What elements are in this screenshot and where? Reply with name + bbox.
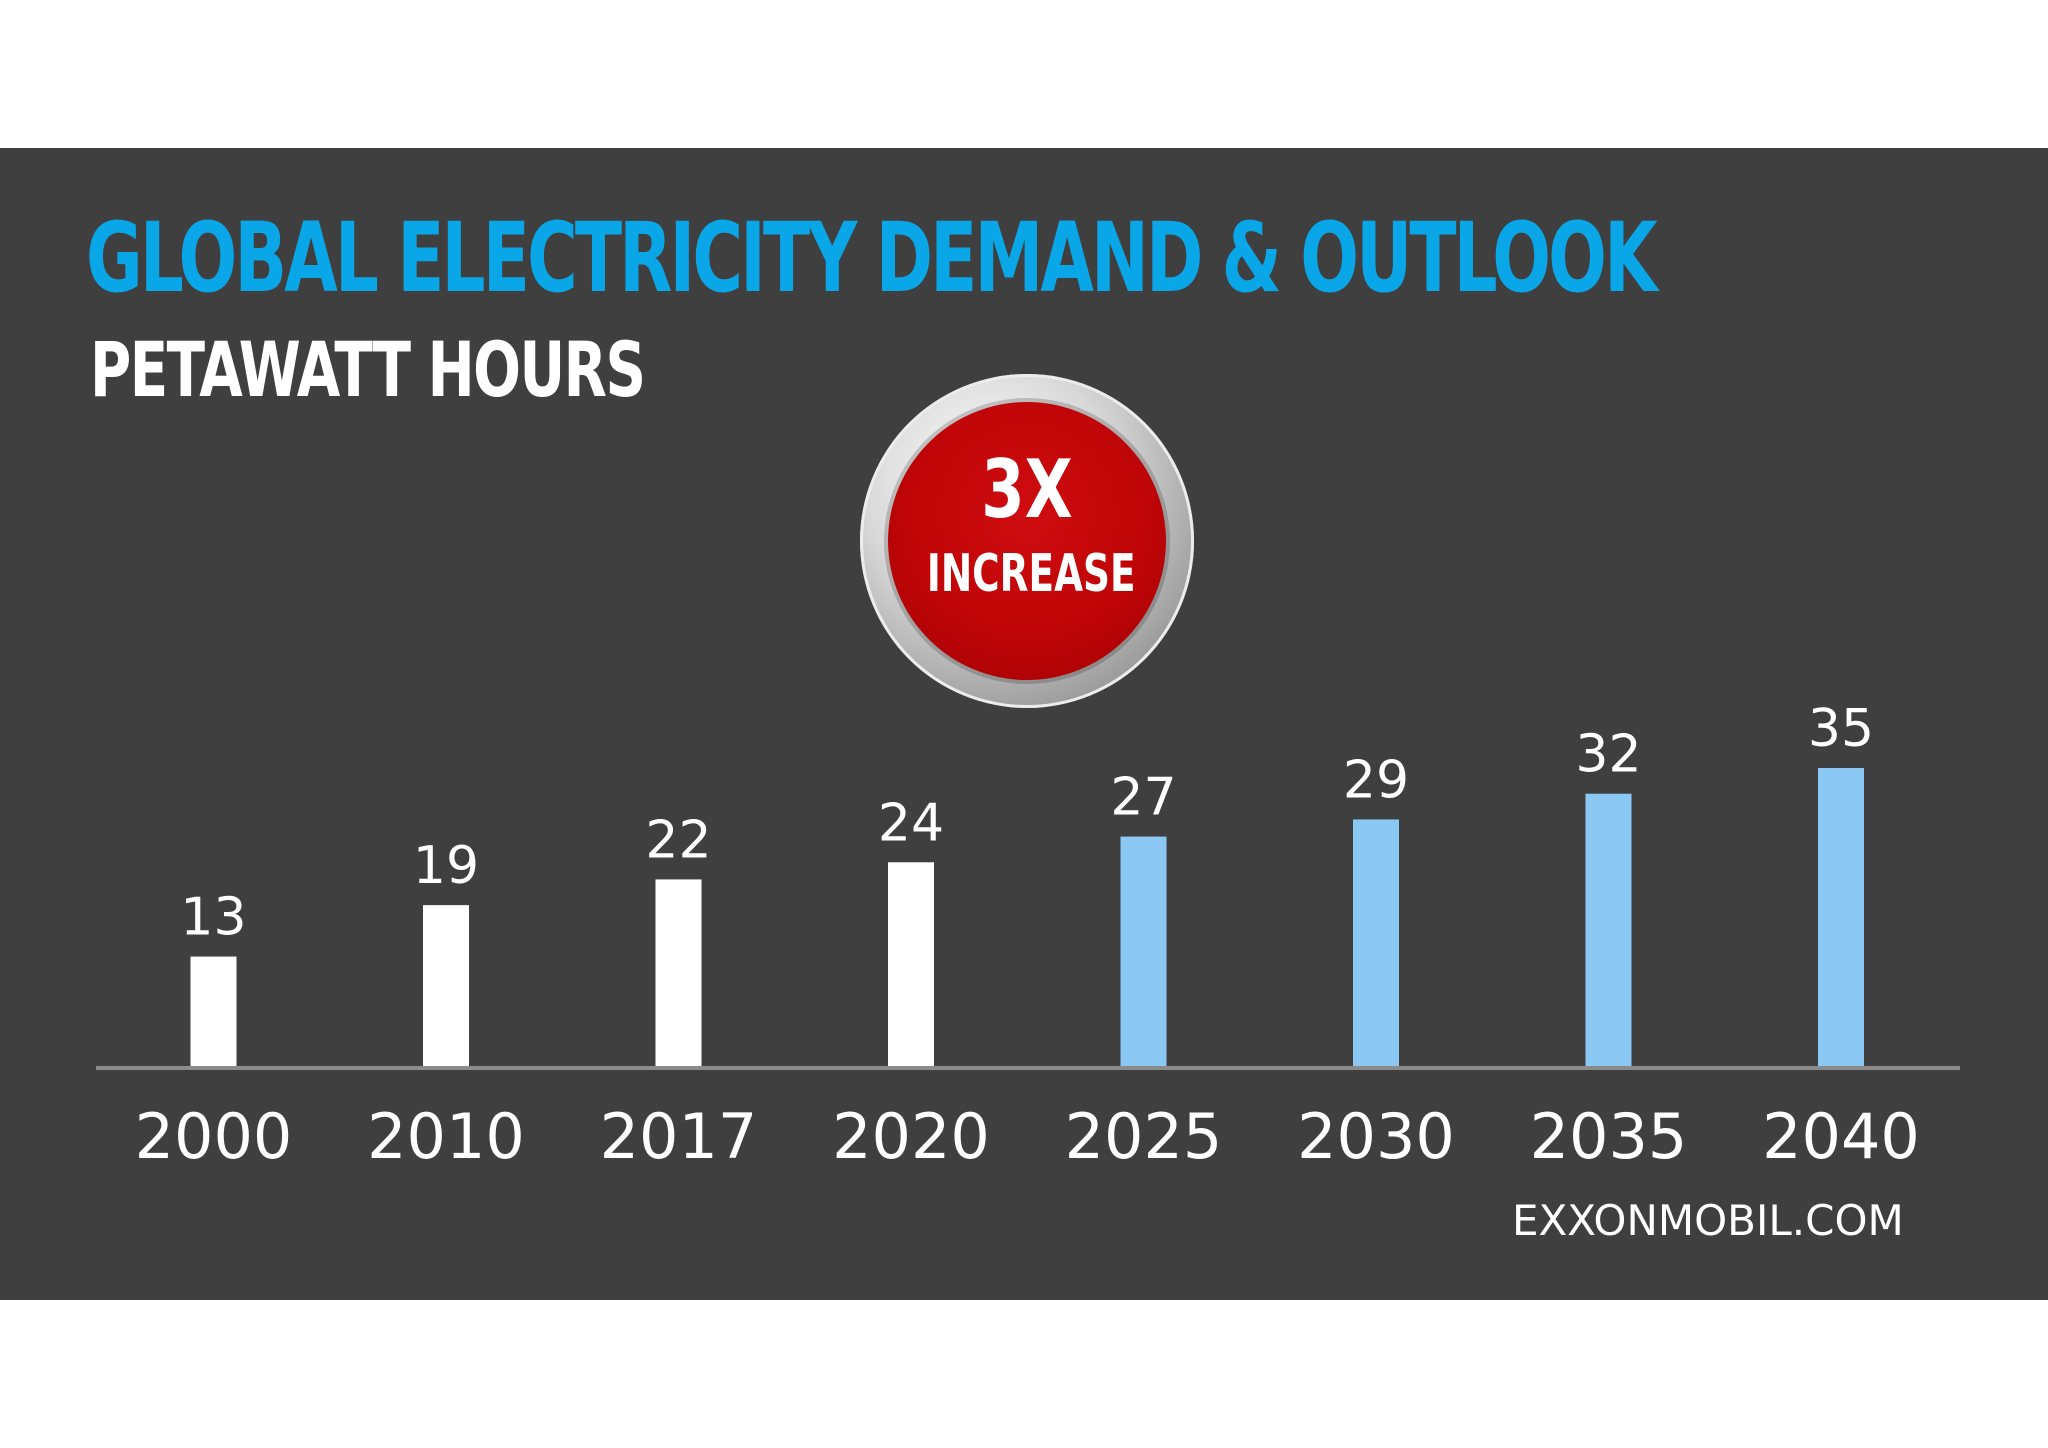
data-label-2030: 29 [1343, 750, 1409, 810]
data-label-2025: 27 [1110, 768, 1176, 828]
category-label-2030: 2030 [1297, 1100, 1455, 1173]
category-label-group: 2000 2010 2017 2020 2025 2030 2035 2040 [135, 1100, 1920, 1173]
data-label-2010: 19 [413, 836, 479, 896]
bar-2030 [1353, 819, 1399, 1068]
bar-2035 [1585, 793, 1632, 1068]
bar-2020 [888, 862, 934, 1068]
chart-panel [0, 148, 2048, 1300]
category-label-2025: 2025 [1065, 1100, 1223, 1173]
increase-badge-sub-text: INCREASE [926, 544, 1136, 604]
category-label-2017: 2017 [600, 1100, 758, 1173]
category-label-2020: 2020 [832, 1100, 990, 1173]
bar-group [190, 768, 1864, 1068]
category-label-2010: 2010 [367, 1100, 525, 1173]
bar-2010 [423, 905, 469, 1068]
category-label-2040: 2040 [1762, 1100, 1920, 1173]
data-label-2020: 24 [878, 793, 944, 853]
bar-2025 [1120, 836, 1167, 1068]
data-label-2040: 35 [1808, 699, 1874, 759]
category-label-2000: 2000 [135, 1100, 293, 1173]
bar-2040 [1818, 768, 1864, 1068]
data-label-group: 13 19 22 24 27 29 32 35 [180, 699, 1874, 948]
bar-2000 [190, 956, 237, 1068]
increase-badge [888, 402, 1166, 680]
data-label-2000: 13 [180, 888, 246, 948]
chart-subtitle: PETAWATT HOURS [90, 325, 646, 414]
category-label-2035: 2035 [1530, 1100, 1688, 1173]
increase-badge-main-text: 3X [981, 443, 1073, 536]
chart-title: GLOBAL ELECTRICITY DEMAND & OUTLOOK [86, 202, 1658, 314]
data-label-2035: 32 [1575, 725, 1641, 785]
data-label-2017: 22 [645, 810, 711, 870]
source-label: EXXONMOBIL.COM [1512, 1196, 1904, 1245]
bar-2017 [655, 879, 702, 1068]
